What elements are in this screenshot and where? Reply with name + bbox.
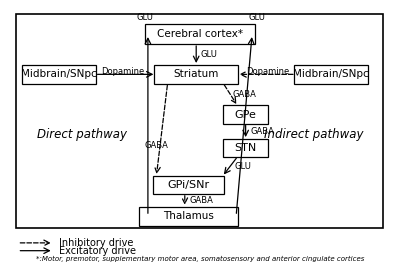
- FancyBboxPatch shape: [154, 176, 224, 194]
- Text: Cerebral cortex*: Cerebral cortex*: [157, 29, 243, 39]
- Text: *:Motor, premotor, supplementary motor area, somatosensory and anterior cingulat: *:Motor, premotor, supplementary motor a…: [36, 255, 364, 262]
- Text: STN: STN: [234, 143, 257, 153]
- FancyBboxPatch shape: [154, 65, 238, 84]
- Text: GABA: GABA: [232, 90, 256, 99]
- Text: Direct pathway: Direct pathway: [37, 128, 127, 141]
- Text: GABA: GABA: [189, 196, 213, 205]
- Text: GLU: GLU: [248, 13, 266, 22]
- FancyBboxPatch shape: [294, 65, 368, 84]
- FancyBboxPatch shape: [223, 105, 268, 124]
- Text: GABA: GABA: [145, 141, 169, 150]
- Text: Inhibitory drive: Inhibitory drive: [59, 238, 134, 248]
- Text: GLU: GLU: [201, 50, 218, 59]
- Text: Midbrain/SNpc: Midbrain/SNpc: [293, 69, 369, 79]
- Text: Indirect pathway: Indirect pathway: [264, 128, 364, 141]
- Bar: [16, 14, 382, 228]
- Text: Dopamine: Dopamine: [101, 67, 144, 76]
- Text: Dopamine: Dopamine: [246, 67, 290, 76]
- Text: GPi/SNr: GPi/SNr: [168, 180, 210, 190]
- Text: Midbrain/SNpc: Midbrain/SNpc: [22, 69, 97, 79]
- Text: GLU: GLU: [235, 163, 252, 171]
- FancyBboxPatch shape: [223, 139, 268, 157]
- Text: Excitatory drive: Excitatory drive: [59, 246, 136, 256]
- Text: Striatum: Striatum: [174, 69, 219, 79]
- Text: GABA: GABA: [250, 127, 274, 136]
- FancyBboxPatch shape: [22, 65, 96, 84]
- Text: GPe: GPe: [235, 109, 256, 119]
- FancyBboxPatch shape: [139, 207, 238, 226]
- Text: Thalamus: Thalamus: [163, 211, 214, 221]
- Text: GLU: GLU: [136, 13, 153, 22]
- FancyBboxPatch shape: [145, 24, 255, 44]
